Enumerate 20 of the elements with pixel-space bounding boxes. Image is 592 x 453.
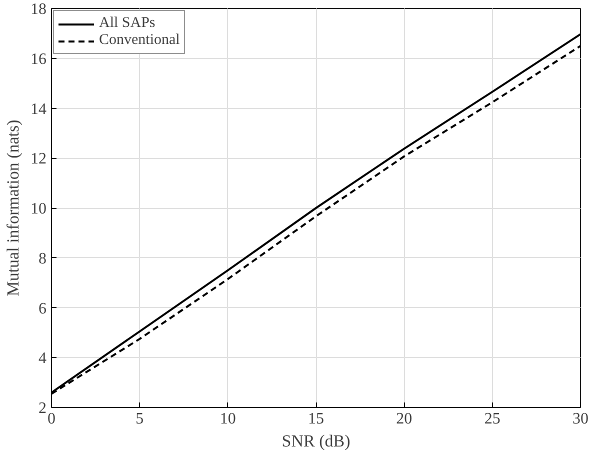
y-tick-label: 18 bbox=[30, 1, 46, 18]
y-tick-label: 8 bbox=[38, 250, 46, 268]
legend-label: All SAPs bbox=[99, 15, 156, 32]
x-tick-label: 10 bbox=[220, 410, 236, 428]
x-tick-label: 5 bbox=[136, 410, 144, 428]
y-tick-label: 12 bbox=[30, 150, 46, 168]
x-tick-label: 30 bbox=[572, 410, 588, 428]
y-tick-label: 4 bbox=[38, 350, 46, 368]
y-tick-label: 16 bbox=[30, 50, 46, 68]
y-tick-label: 10 bbox=[30, 200, 46, 218]
y-tick-label: 2 bbox=[38, 400, 46, 417]
y-tick-label: 14 bbox=[30, 100, 46, 118]
y-tick-label: 6 bbox=[38, 300, 46, 318]
y-axis-title: Mutual information (nats) bbox=[4, 120, 22, 296]
x-tick-label: 0 bbox=[48, 410, 56, 428]
legend-label: Conventional bbox=[99, 32, 180, 49]
x-tick-label: 20 bbox=[396, 410, 412, 428]
x-tick-label: 15 bbox=[308, 410, 324, 428]
x-tick-label: 25 bbox=[484, 410, 500, 428]
x-axis-title: SNR (dB) bbox=[282, 432, 350, 450]
